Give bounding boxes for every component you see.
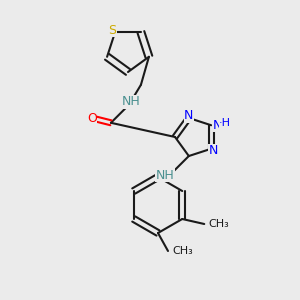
Text: CH₃: CH₃ bbox=[208, 219, 229, 229]
Text: N: N bbox=[208, 144, 218, 157]
Text: N: N bbox=[212, 119, 222, 132]
Text: O: O bbox=[87, 112, 97, 125]
Text: NH: NH bbox=[155, 169, 174, 182]
Text: CH₃: CH₃ bbox=[172, 246, 193, 256]
Text: NH: NH bbox=[122, 95, 140, 108]
Text: ·H: ·H bbox=[219, 118, 231, 128]
Text: S: S bbox=[108, 24, 116, 37]
Text: N: N bbox=[184, 110, 194, 122]
